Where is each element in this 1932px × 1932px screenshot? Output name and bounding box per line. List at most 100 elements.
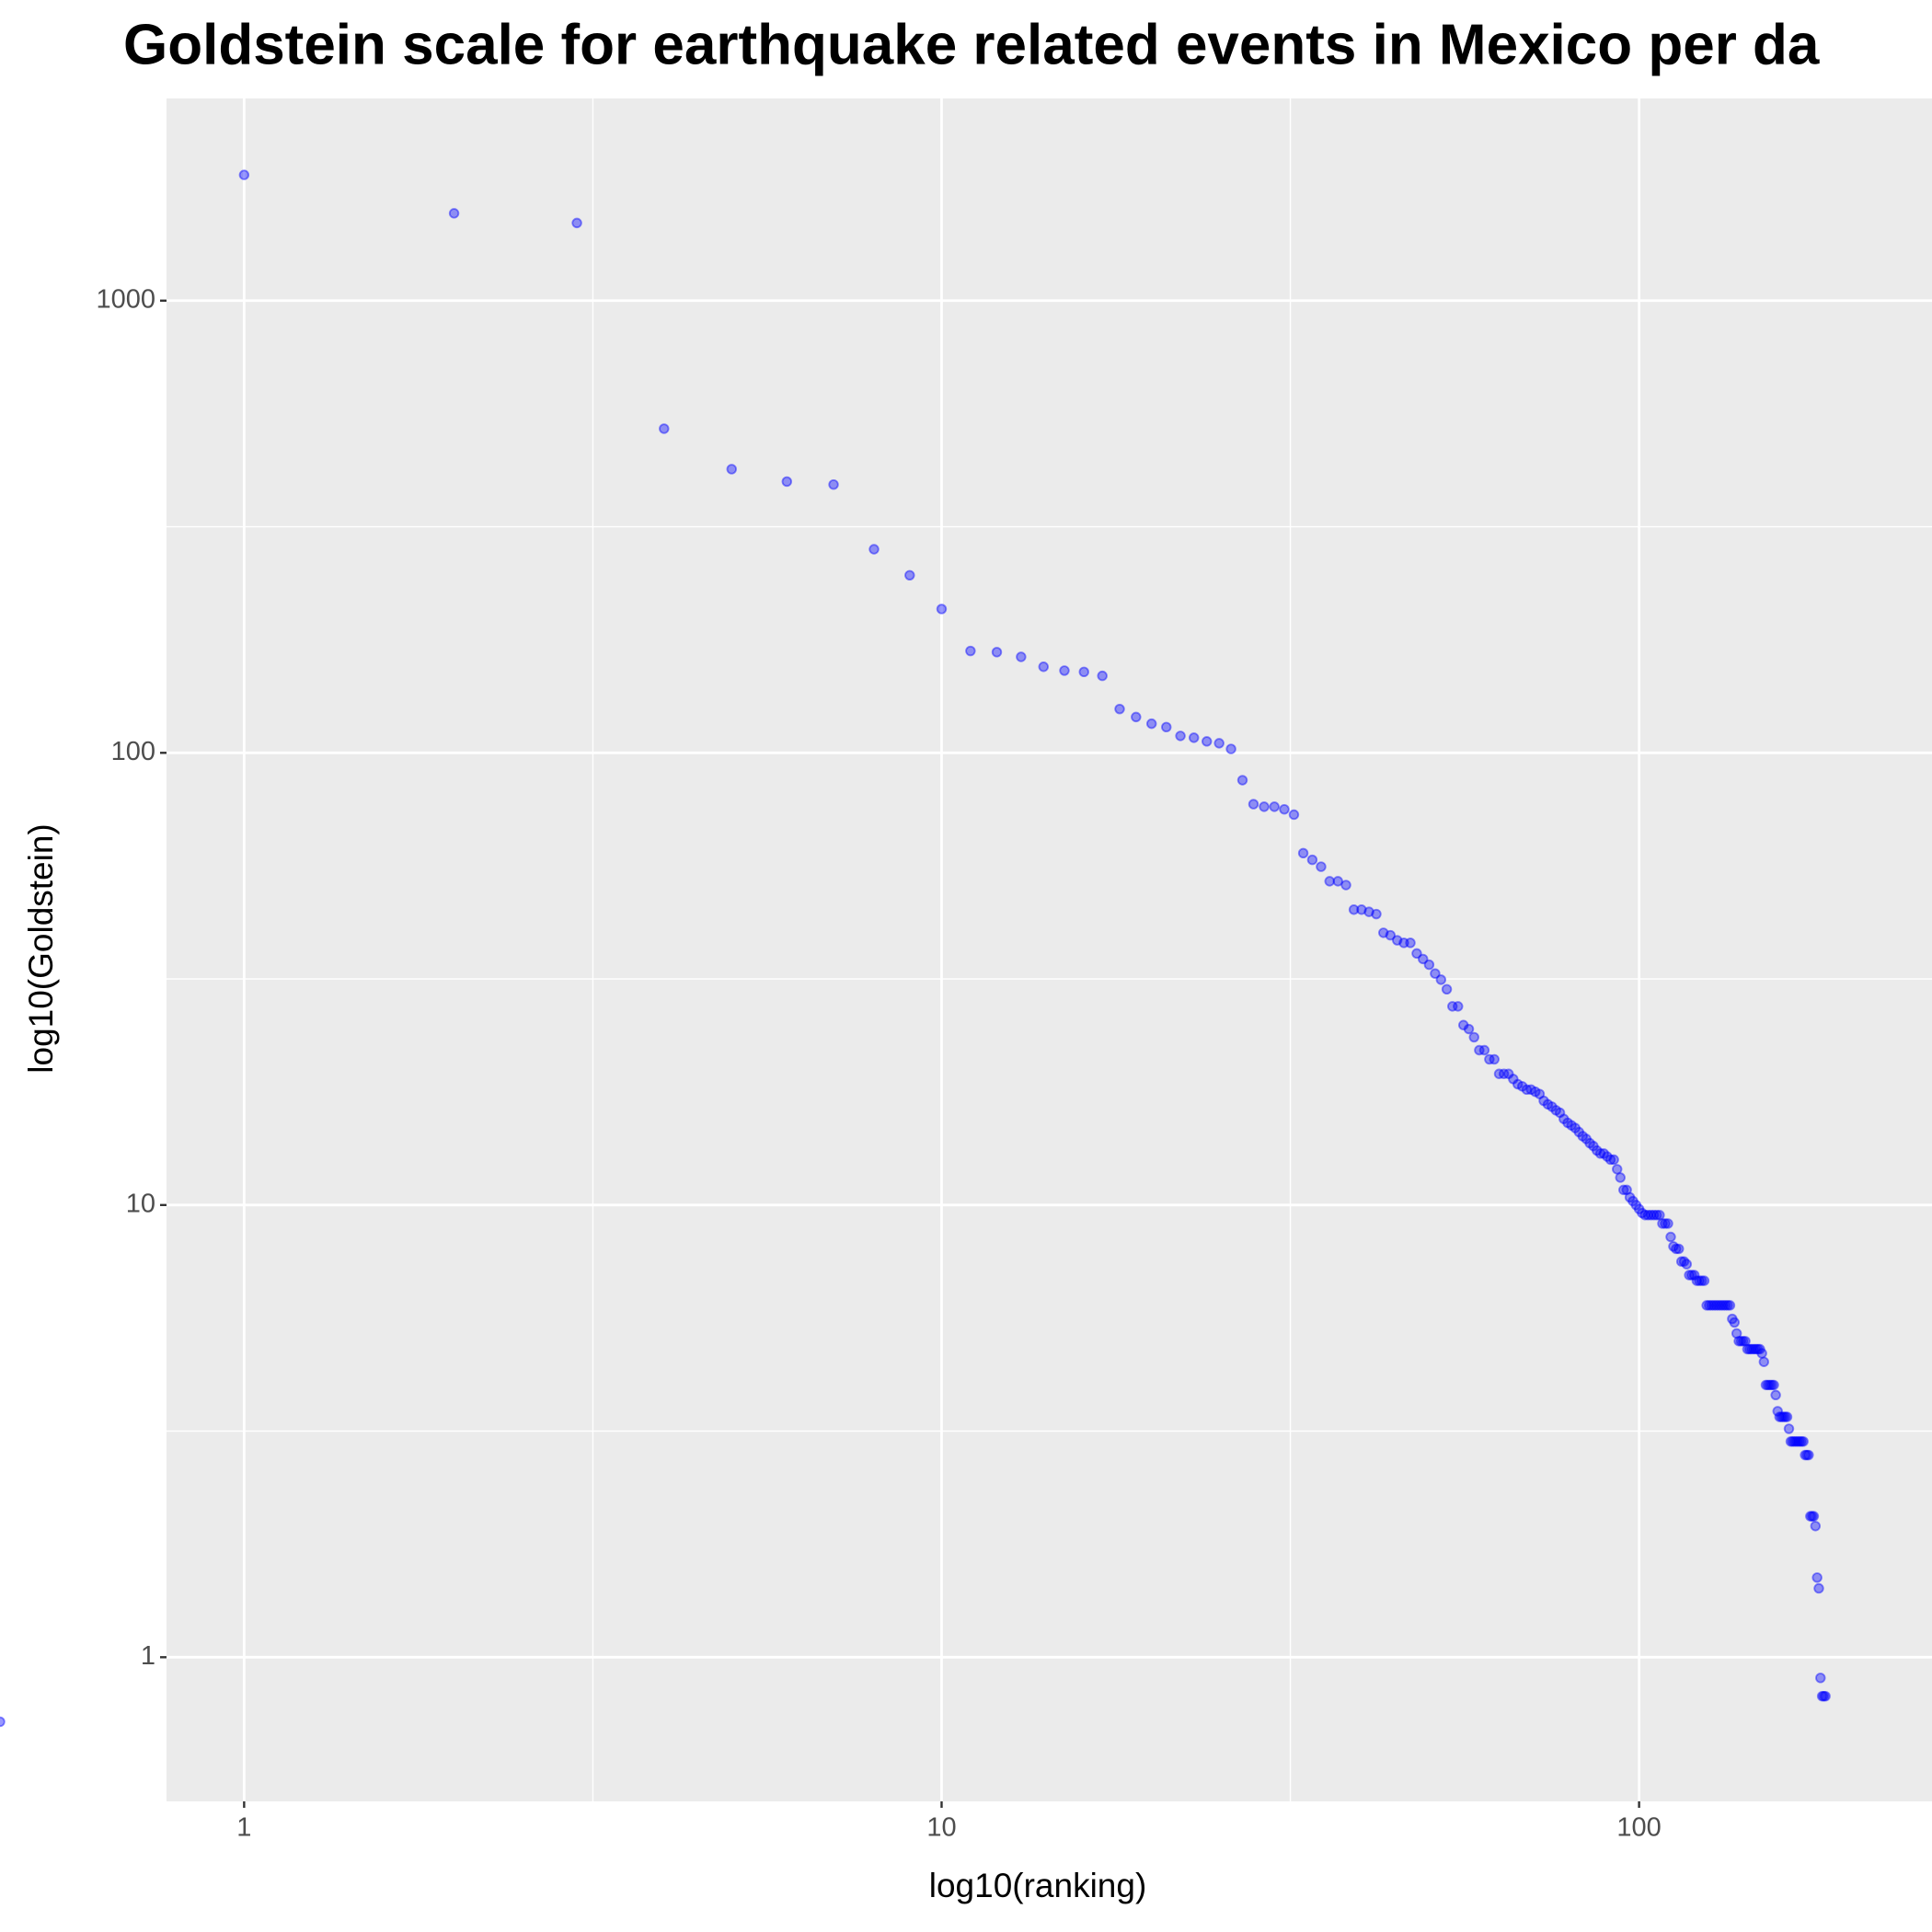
point — [1259, 801, 1270, 812]
axes: 1 10 100 1 10 100 1000 — [96, 284, 1661, 1842]
point — [1348, 904, 1360, 915]
point — [1016, 651, 1027, 662]
point — [1660, 1218, 1671, 1229]
point — [1806, 1511, 1818, 1522]
point — [1675, 1256, 1687, 1267]
point — [1430, 968, 1441, 979]
point — [1447, 1001, 1458, 1012]
point — [1639, 1210, 1650, 1221]
panel — [167, 98, 1932, 1801]
point — [1288, 809, 1300, 821]
point — [1570, 1122, 1581, 1133]
point — [1538, 1095, 1549, 1107]
point — [1706, 1300, 1718, 1311]
point — [1392, 935, 1403, 946]
point — [1512, 1078, 1524, 1090]
point — [1750, 1343, 1762, 1355]
point — [1547, 1101, 1558, 1112]
point — [1478, 1044, 1490, 1056]
point — [1516, 1081, 1528, 1092]
point — [1594, 1148, 1606, 1159]
point — [1530, 1087, 1541, 1098]
point — [1654, 1210, 1665, 1221]
point — [1598, 1148, 1609, 1159]
point — [1724, 1300, 1736, 1311]
point — [1811, 1572, 1823, 1583]
point — [1642, 1210, 1654, 1221]
point — [1651, 1210, 1662, 1221]
point — [1694, 1275, 1705, 1286]
point — [1783, 1423, 1795, 1434]
point — [1385, 929, 1397, 941]
point — [1798, 1436, 1809, 1447]
point — [1722, 1300, 1733, 1311]
point — [1678, 1256, 1690, 1267]
y-tick-label: 100 — [111, 737, 155, 766]
point — [1493, 1068, 1505, 1079]
point — [1279, 804, 1290, 815]
point — [1608, 1154, 1619, 1166]
point — [1131, 711, 1142, 723]
point — [1665, 1231, 1676, 1243]
point — [1820, 1690, 1831, 1702]
point — [1363, 906, 1374, 917]
point — [1566, 1120, 1577, 1131]
point — [1059, 665, 1070, 676]
point — [904, 569, 915, 581]
point — [1627, 1195, 1639, 1207]
point — [1418, 953, 1429, 965]
point — [1316, 861, 1327, 872]
point — [1748, 1343, 1759, 1355]
point — [1766, 1379, 1777, 1391]
point — [1708, 1300, 1719, 1311]
point — [1525, 1084, 1536, 1096]
x-axis-label: log10(ranking) — [929, 1867, 1147, 1904]
point — [1785, 1436, 1797, 1447]
point — [1097, 670, 1108, 682]
point — [0, 1716, 6, 1728]
point — [1808, 1511, 1820, 1522]
point — [1688, 1270, 1700, 1281]
point — [1779, 1411, 1791, 1422]
point — [991, 647, 1003, 658]
y-tick-label: 1 — [141, 1641, 155, 1671]
point — [1498, 1068, 1510, 1079]
point — [1698, 1275, 1710, 1286]
point — [1777, 1411, 1789, 1422]
point — [1324, 876, 1335, 887]
point — [1800, 1449, 1811, 1461]
point — [1696, 1275, 1708, 1286]
point — [1489, 1053, 1500, 1065]
point — [936, 604, 948, 615]
point — [1356, 904, 1367, 915]
point — [1453, 1001, 1464, 1012]
point — [1615, 1172, 1626, 1183]
point — [1816, 1690, 1828, 1702]
point — [1612, 1164, 1623, 1175]
point — [1815, 1673, 1826, 1684]
point — [1794, 1436, 1806, 1447]
point — [1521, 1084, 1533, 1096]
point — [1618, 1184, 1629, 1196]
point — [1768, 1379, 1779, 1391]
point — [1787, 1436, 1799, 1447]
point — [1765, 1379, 1776, 1391]
point — [726, 464, 737, 475]
point — [1776, 1411, 1788, 1422]
x-tick-label: 100 — [1616, 1813, 1661, 1843]
point — [1581, 1133, 1592, 1144]
point — [1681, 1259, 1693, 1270]
point — [1503, 1068, 1514, 1079]
point — [1624, 1191, 1636, 1203]
point — [1175, 730, 1186, 742]
point — [1340, 880, 1351, 891]
point — [1189, 732, 1200, 743]
point — [1810, 1521, 1822, 1532]
point — [965, 645, 976, 657]
point — [1774, 1411, 1786, 1422]
point — [1602, 1151, 1613, 1162]
point — [1562, 1117, 1573, 1129]
point — [1550, 1105, 1561, 1116]
point — [1508, 1074, 1519, 1085]
